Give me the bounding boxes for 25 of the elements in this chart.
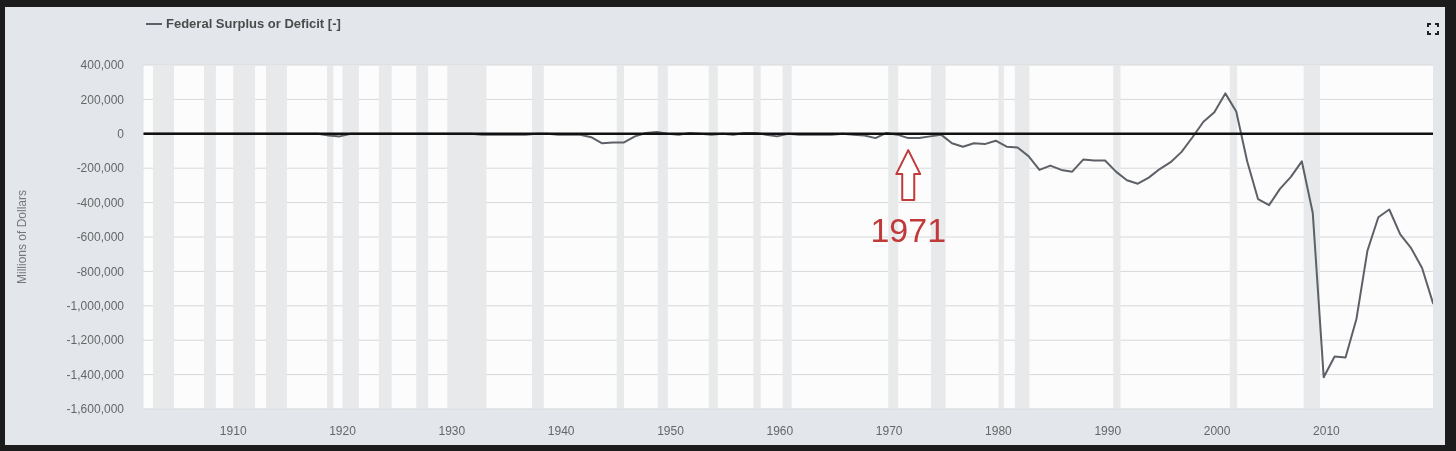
y-tick-label: -1,000,000 (66, 299, 125, 314)
x-tick-label: 2000 (1203, 423, 1231, 438)
x-tick-label: 2010 (1313, 423, 1341, 438)
x-tick-label: 1980 (985, 423, 1013, 438)
y-tick-label: 0 (117, 127, 125, 142)
x-tick-label: 1940 (547, 423, 575, 438)
y-tick-label: -200,000 (76, 161, 125, 176)
y-tick-label: 200,000 (80, 92, 125, 107)
y-tick-label: -1,200,000 (66, 333, 125, 348)
y-axis-title: Millions of Dollars (15, 189, 30, 285)
y-tick-label: -600,000 (76, 230, 125, 245)
y-tick-label: 400,000 (80, 58, 125, 73)
y-tick-label: -1,400,000 (66, 367, 125, 382)
x-tick-label: 1910 (219, 423, 247, 438)
x-tick-label: 1950 (657, 423, 685, 438)
x-tick-label: 1930 (438, 423, 466, 438)
x-tick-label: 1920 (329, 423, 357, 438)
y-tick-label: -800,000 (76, 264, 125, 279)
y-tick-label: -1,600,000 (66, 402, 125, 417)
y-tick-label: -400,000 (76, 195, 125, 210)
x-tick-label: 1970 (875, 423, 903, 438)
x-tick-label: 1960 (766, 423, 794, 438)
legend-label: Federal Surplus or Deficit [-] (166, 16, 341, 31)
annotation: 1971 (870, 211, 947, 250)
x-tick-label: 1990 (1094, 423, 1122, 438)
